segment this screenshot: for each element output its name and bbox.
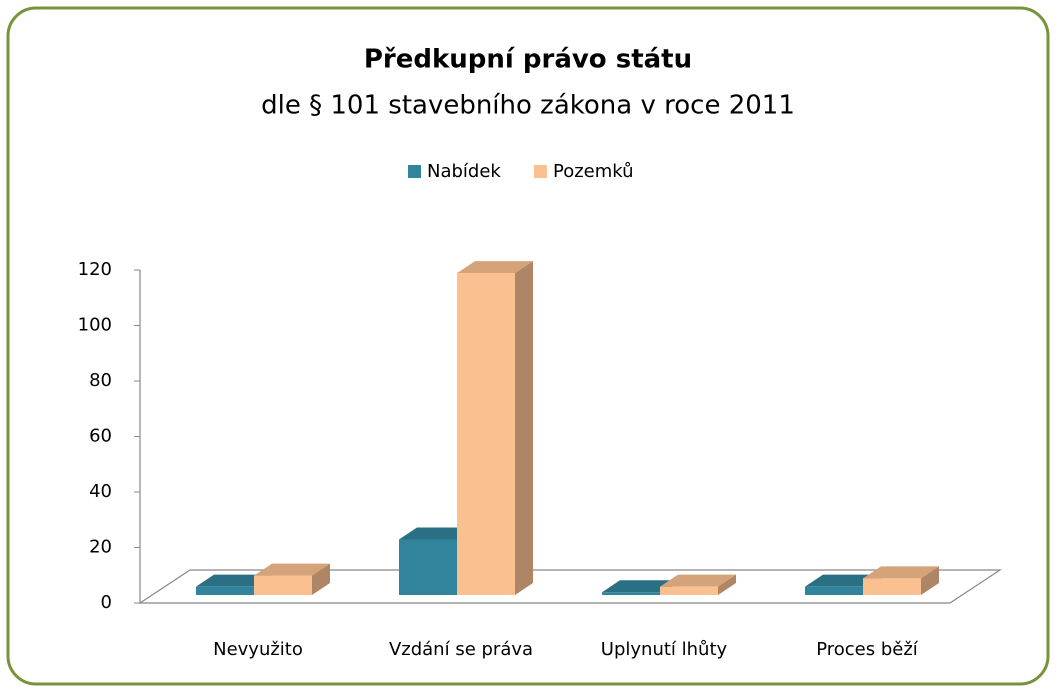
- bar-front: [805, 586, 863, 595]
- bar-front: [254, 575, 312, 595]
- y-tick-label: 20: [89, 537, 112, 558]
- bar-top: [399, 527, 475, 540]
- bar-top: [660, 574, 736, 587]
- bar-front: [196, 586, 254, 595]
- y-tick-label: 40: [89, 481, 112, 502]
- y-tick-label: 0: [101, 592, 112, 613]
- floor: [138, 569, 1002, 604]
- x-tick-label: Vzdání se práva: [389, 639, 533, 660]
- bar-side: [718, 574, 736, 595]
- bar-front: [660, 586, 718, 595]
- bar-front: [457, 273, 515, 595]
- y-tick-label: 120: [78, 259, 112, 280]
- chart-subtitle: dle § 101 stavebního zákona v roce 2011: [261, 91, 795, 121]
- bar: [254, 563, 330, 595]
- bar: [863, 566, 939, 595]
- bar-side: [515, 261, 533, 595]
- bar-side: [312, 563, 330, 595]
- bar-top: [254, 563, 330, 576]
- bar-top: [602, 580, 678, 593]
- legend-swatch: [534, 165, 547, 178]
- legend-label: Pozemků: [553, 161, 634, 182]
- y-tick-label: 80: [89, 370, 112, 391]
- chart-title: Předkupní právo státu: [364, 45, 692, 75]
- bar-front: [602, 592, 660, 595]
- y-tick-label: 60: [89, 426, 112, 447]
- bar-top: [863, 566, 939, 579]
- y-tick-label: 100: [78, 315, 112, 336]
- bar-front: [399, 539, 457, 595]
- bar-front: [863, 578, 921, 595]
- legend-swatch: [408, 165, 421, 178]
- bar-side: [921, 566, 939, 595]
- bar-top: [457, 261, 533, 274]
- bar-top: [196, 574, 272, 587]
- legend-label: Nabídek: [427, 161, 501, 182]
- x-tick-label: Uplynutí lhůty: [601, 639, 728, 660]
- x-tick-label: Proces běží: [816, 639, 919, 660]
- bar: [457, 261, 533, 595]
- bar: [660, 574, 736, 595]
- x-tick-label: Nevyužito: [213, 639, 303, 660]
- bar-top: [805, 574, 881, 587]
- legend: Nabídek Pozemků: [408, 161, 634, 182]
